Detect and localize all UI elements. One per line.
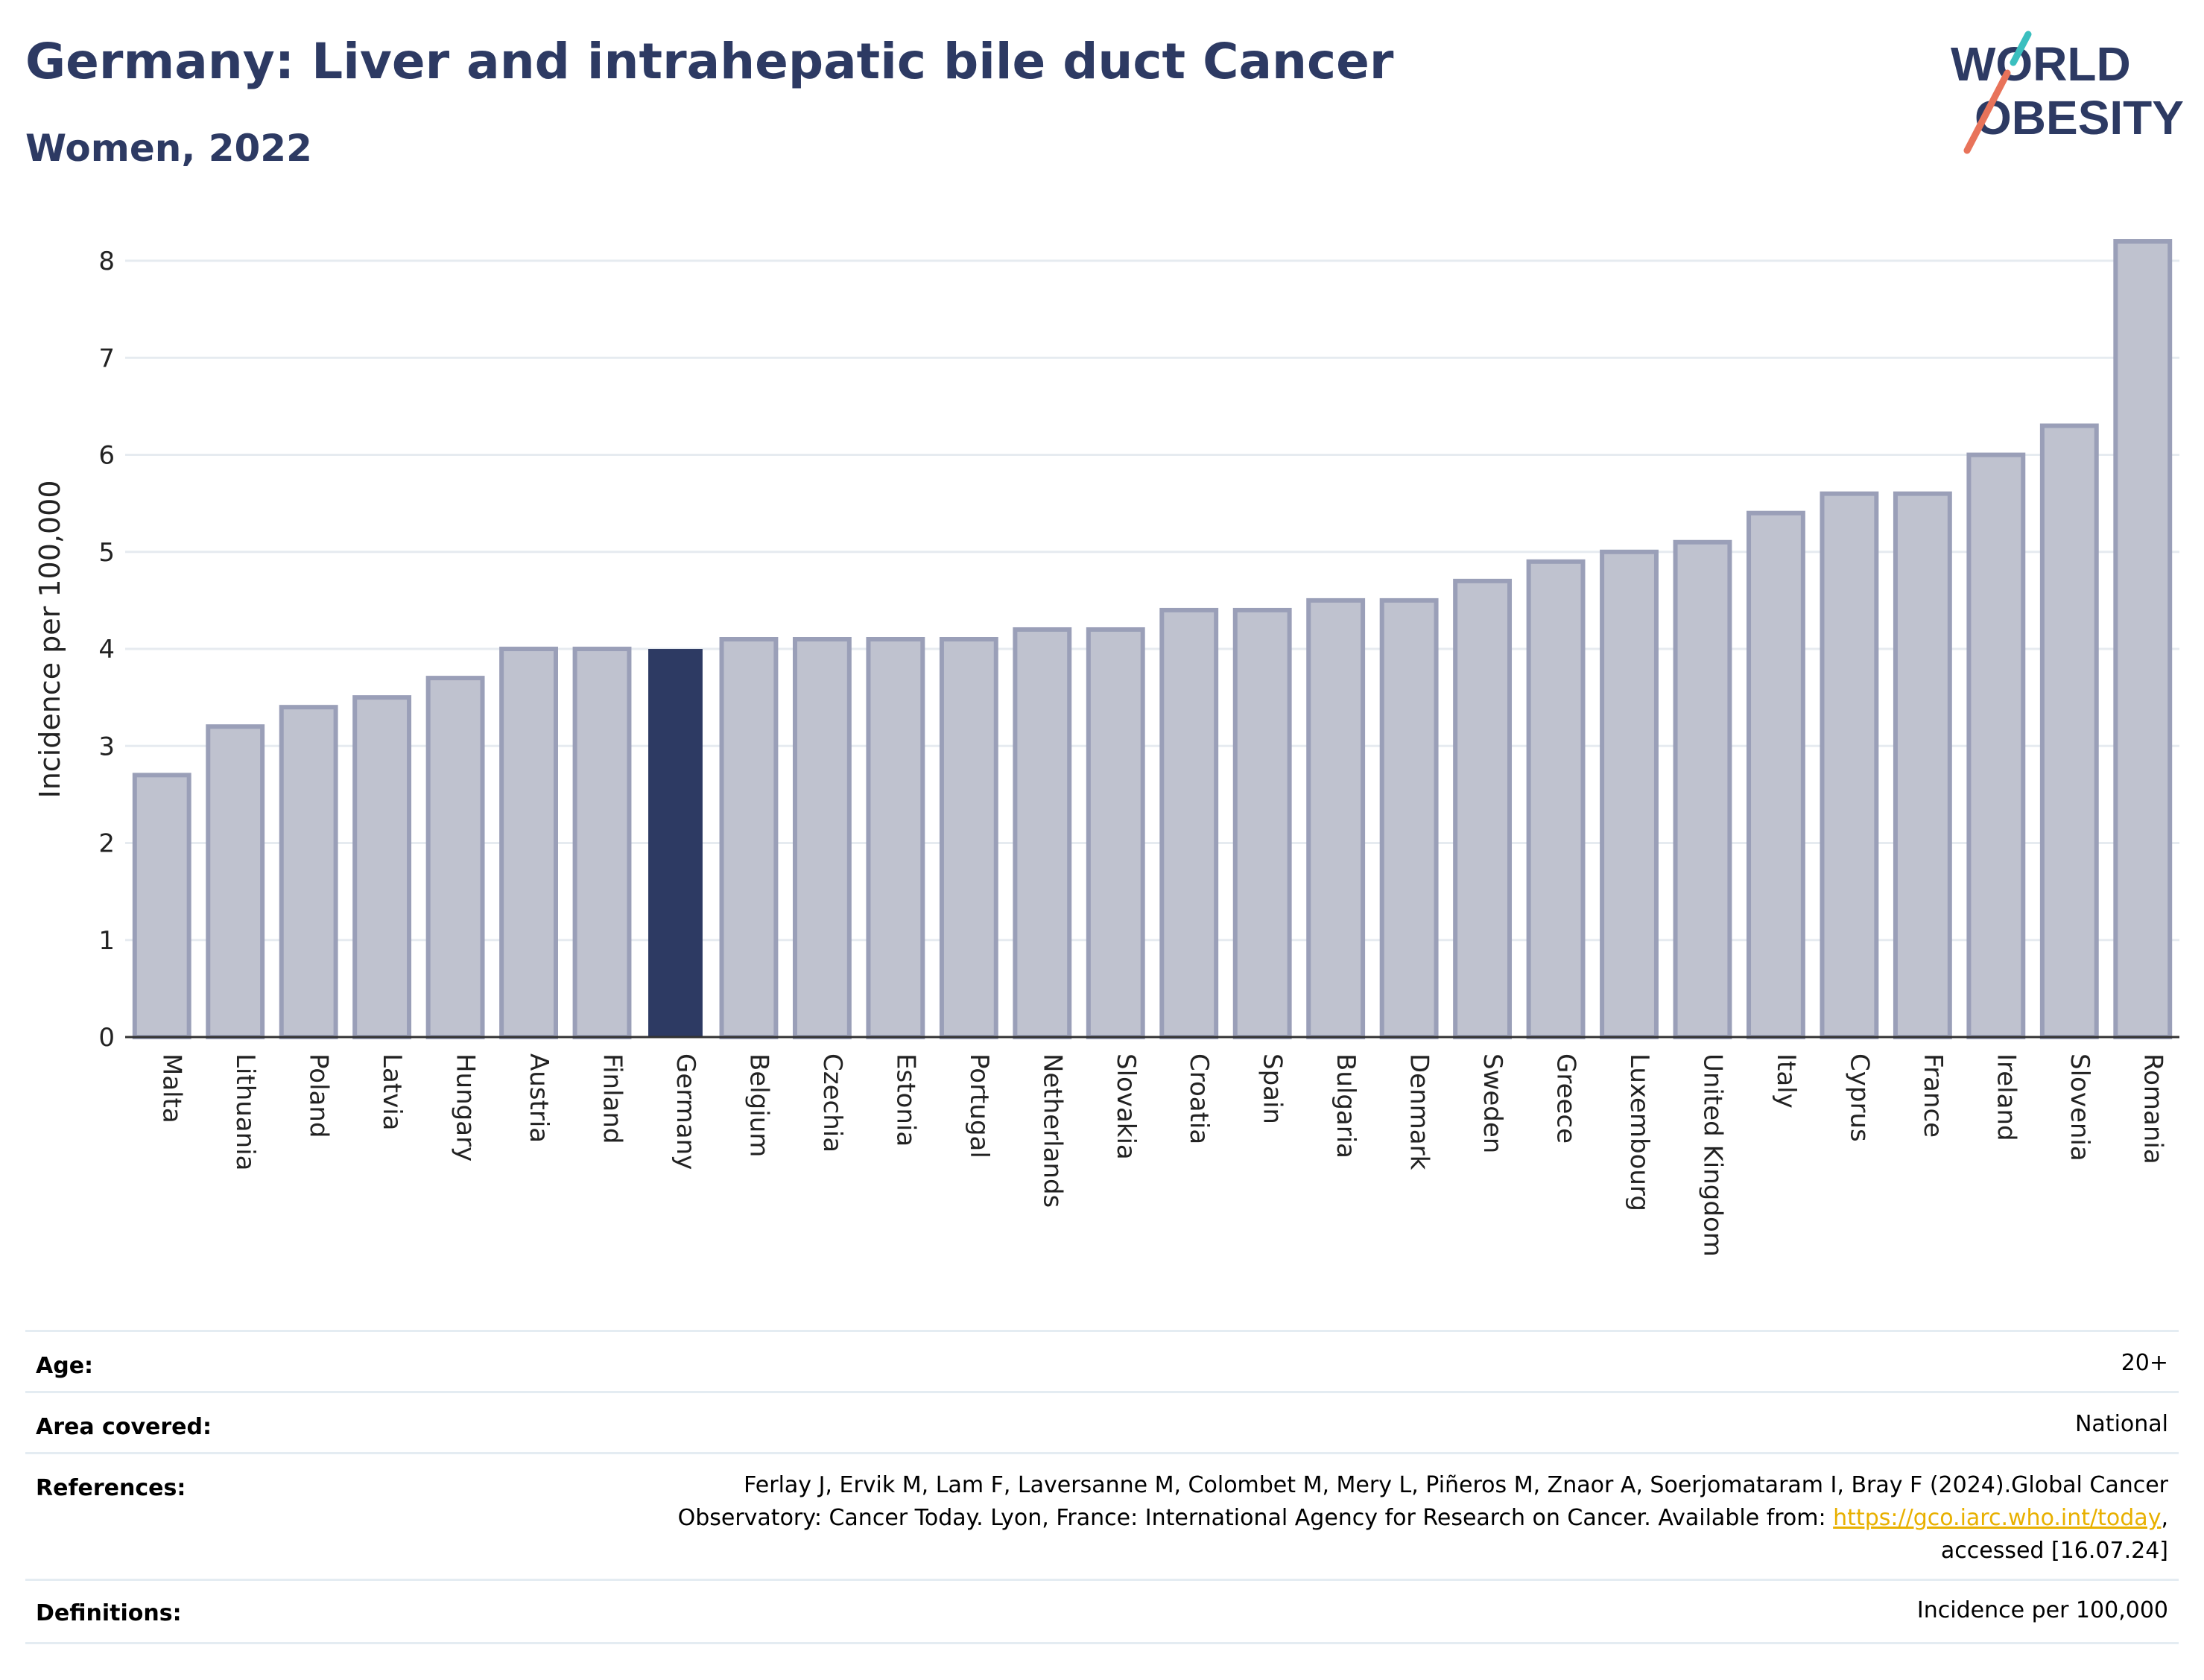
x-tick-label: Hungary: [451, 1053, 481, 1161]
definitions-value: Incidence per 100,000: [1916, 1597, 2168, 1623]
y-tick-label: 6: [98, 441, 115, 471]
x-tick-label: Bulgaria: [1331, 1053, 1361, 1158]
bar-malta: [132, 773, 191, 1039]
bar-chart: 0 1 2 3 4 5 6 7 8 Malta Lithuania Poland Latvia Hung…: [34, 239, 2179, 1257]
chart-subtitle: Women, 2022: [25, 127, 312, 170]
references-label: References:: [36, 1475, 186, 1501]
bar-slovenia: [2039, 423, 2099, 1039]
area-value: National: [2074, 1411, 2168, 1437]
bar-italy: [1747, 510, 1805, 1039]
x-tick-label: Romania: [2138, 1053, 2167, 1164]
logo-slash-teal: [2010, 31, 2032, 66]
x-tick-label: Malta: [157, 1053, 187, 1123]
x-tick-label: Slovakia: [1111, 1053, 1141, 1160]
logo-line2: OBESITY: [1975, 91, 2183, 145]
references-link[interactable]: https://gco.iarc.who.int/today: [1833, 1505, 2162, 1531]
info-row-references: References: Ferlay J, Ervik M, Lam F, La…: [25, 1452, 2179, 1579]
references-line2-text: Observatory: Cancer Today. Lyon, France:…: [677, 1505, 1834, 1531]
y-tick-label: 2: [98, 829, 115, 859]
bar-poland: [279, 705, 338, 1039]
references-line3: accessed [16.07.24]: [1940, 1538, 2168, 1564]
bar-finland: [572, 647, 632, 1039]
bar-croatia: [1159, 607, 1219, 1039]
x-tick-label: Netherlands: [1037, 1053, 1067, 1208]
x-tick-label: Belgium: [744, 1053, 773, 1157]
y-tick-labels: 0 1 2 3 4 5 6 7 8: [98, 247, 115, 1053]
x-tick-label: Luxembourg: [1624, 1053, 1654, 1211]
x-tick-label: Italy: [1771, 1053, 1801, 1109]
references-line2-end: ,: [2161, 1505, 2168, 1531]
area-label: Area covered:: [36, 1414, 212, 1440]
y-tick-label: 4: [98, 635, 115, 665]
bar-belgium: [719, 637, 779, 1039]
x-tick-label: Finland: [598, 1053, 627, 1144]
x-tick-label: Austria: [524, 1053, 554, 1143]
x-tick-label: Denmark: [1405, 1053, 1434, 1170]
y-tick-label: 7: [98, 343, 115, 373]
x-tick-label: Spain: [1258, 1053, 1288, 1124]
bar-sweden: [1453, 578, 1513, 1039]
references-value: Ferlay J, Ervik M, Lam F, Laversanne M, …: [678, 1469, 2168, 1568]
x-tick-label: Estonia: [890, 1053, 920, 1147]
bar-ireland: [1966, 452, 2026, 1039]
y-axis-label: Incidence per 100,000: [34, 480, 66, 798]
bars: [132, 239, 2173, 1040]
x-tick-label: Greece: [1551, 1053, 1581, 1144]
x-tick-label: United Kingdom: [1697, 1053, 1727, 1257]
logo-slash-coral: [1963, 69, 2011, 154]
info-table: Age: 20+ Area covered: National Referenc…: [25, 1330, 2179, 1644]
y-tick-label: 8: [98, 247, 115, 276]
x-tick-label: France: [1918, 1053, 1948, 1138]
x-tick-label: Poland: [304, 1053, 334, 1138]
x-tick-label: Portugal: [964, 1053, 994, 1158]
y-tick-label: 0: [98, 1023, 115, 1053]
references-line1: Ferlay J, Ervik M, Lam F, Laversanne M, …: [744, 1472, 2168, 1498]
bar-czechia: [792, 637, 852, 1039]
bar-cyprus: [1820, 491, 1879, 1039]
info-row-area: Area covered: National: [25, 1391, 2179, 1453]
x-tick-label: Lithuania: [230, 1053, 260, 1170]
x-tick-label: Slovenia: [2065, 1053, 2094, 1161]
y-tick-label: 3: [98, 732, 115, 761]
age-label: Age:: [36, 1353, 94, 1379]
definitions-label: Definitions:: [36, 1600, 182, 1626]
x-tick-labels: Malta Lithuania Poland Latvia Hungary Austria…: [157, 1053, 2168, 1257]
bar-greece: [1526, 559, 1586, 1039]
bar-portugal: [939, 637, 998, 1039]
references-line2: Observatory: Cancer Today. Lyon, France:…: [678, 1502, 2168, 1535]
bar-germany: [648, 649, 703, 1037]
x-tick-label: Latvia: [377, 1053, 407, 1131]
bar-bulgaria: [1306, 597, 1366, 1039]
age-value: 20+: [2121, 1350, 2168, 1376]
bar-hungary: [425, 676, 485, 1039]
x-tick-label: Germany: [671, 1053, 700, 1170]
bar-united-kingdom: [1673, 539, 1732, 1039]
chart-title: Germany: Liver and intrahepatic bile duc…: [25, 33, 1394, 90]
logo-line1: WORLD: [1951, 37, 2131, 91]
bar-romania: [2113, 239, 2173, 1039]
bar-slovakia: [1086, 627, 1145, 1039]
bar-latvia: [352, 695, 412, 1040]
x-tick-label: Croatia: [1184, 1053, 1214, 1144]
info-row-definitions: Definitions: Incidence per 100,000: [25, 1579, 2179, 1644]
bar-luxembourg: [1600, 549, 1659, 1039]
x-tick-label: Czechia: [817, 1053, 847, 1153]
x-tick-label: Sweden: [1478, 1053, 1507, 1153]
bar-estonia: [866, 637, 925, 1039]
bar-france: [1893, 491, 1952, 1039]
bar-austria: [499, 647, 558, 1039]
x-tick-label: Cyprus: [1844, 1053, 1874, 1142]
bar-denmark: [1379, 597, 1439, 1039]
info-row-age: Age: 20+: [25, 1330, 2179, 1392]
bar-netherlands: [1013, 627, 1072, 1039]
x-tick-label: Ireland: [1991, 1053, 2021, 1141]
bar-spain: [1232, 607, 1292, 1039]
y-tick-label: 1: [98, 926, 115, 956]
bar-lithuania: [206, 724, 265, 1039]
y-tick-label: 5: [98, 538, 115, 568]
world-obesity-logo: WORLD OBESITY: [1951, 31, 2183, 154]
